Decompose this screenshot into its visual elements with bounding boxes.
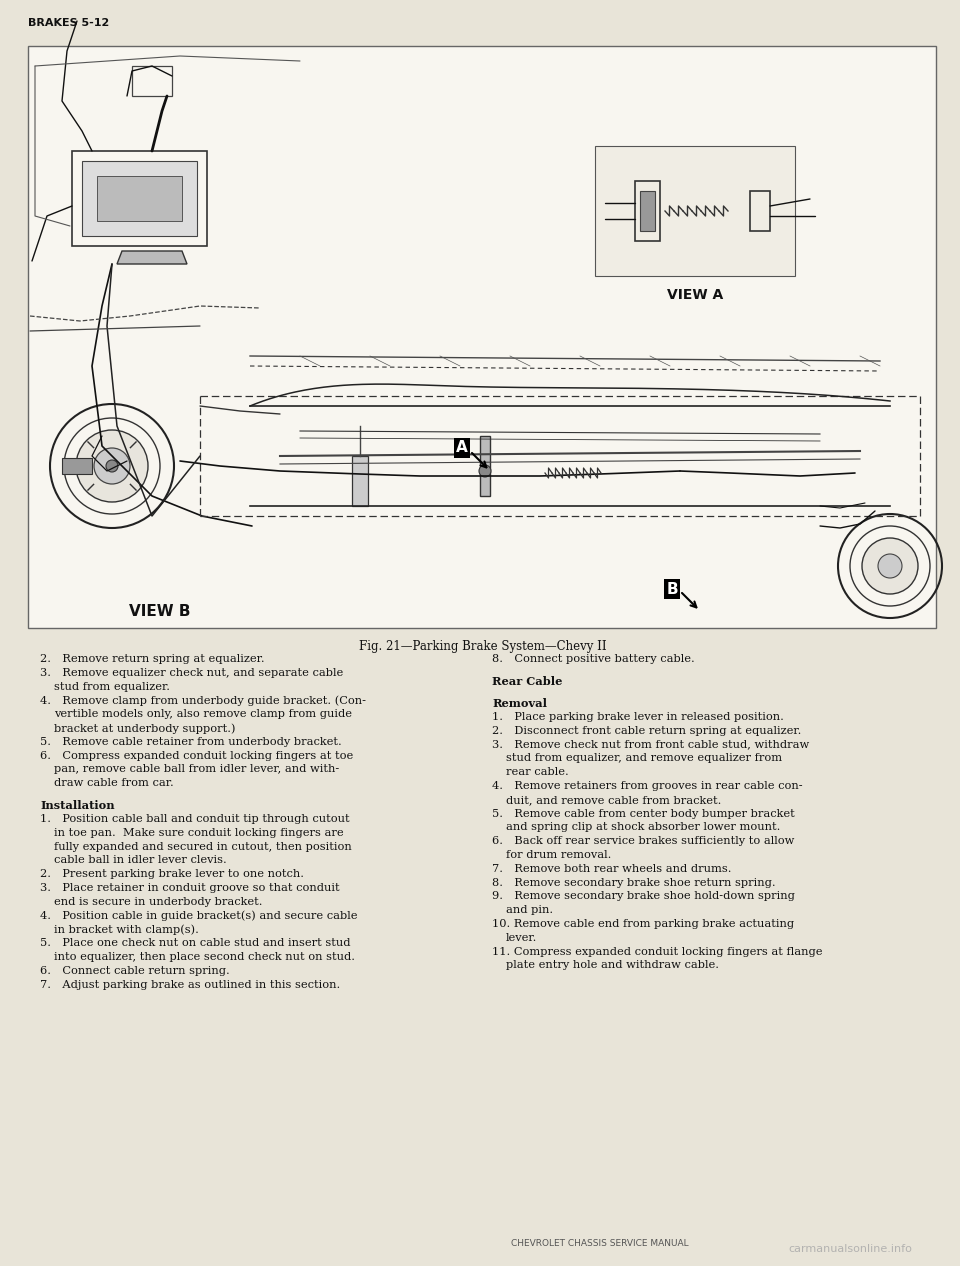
Bar — [635, 181, 660, 241]
Text: 6. Connect cable return spring.: 6. Connect cable return spring. — [40, 966, 229, 976]
Text: B: B — [666, 581, 678, 596]
Text: rear cable.: rear cable. — [506, 767, 568, 777]
Text: and spring clip at shock absorber lower mount.: and spring clip at shock absorber lower … — [506, 823, 780, 832]
Text: stud from equalizer.: stud from equalizer. — [54, 681, 170, 691]
Bar — [72, 151, 207, 246]
Text: draw cable from car.: draw cable from car. — [54, 779, 174, 789]
Text: 6. Compress expanded conduit locking fingers at toe: 6. Compress expanded conduit locking fin… — [40, 751, 353, 761]
Text: and pin.: and pin. — [506, 905, 553, 915]
Text: 3. Remove equalizer check nut, and separate cable: 3. Remove equalizer check nut, and separ… — [40, 667, 344, 677]
Circle shape — [878, 555, 902, 579]
Text: lever.: lever. — [506, 933, 538, 943]
Bar — [480, 436, 490, 496]
Text: A: A — [456, 441, 468, 456]
Bar — [750, 191, 770, 230]
Text: pan, remove cable ball from idler lever, and with-: pan, remove cable ball from idler lever,… — [54, 765, 339, 775]
Text: 2. Present parking brake lever to one notch.: 2. Present parking brake lever to one no… — [40, 870, 304, 880]
Bar — [82, 161, 197, 235]
Text: VIEW B: VIEW B — [130, 604, 191, 619]
Circle shape — [106, 460, 118, 472]
Text: 5. Remove cable retainer from underbody bracket.: 5. Remove cable retainer from underbody … — [40, 737, 342, 747]
Text: 7. Adjust parking brake as outlined in this section.: 7. Adjust parking brake as outlined in t… — [40, 980, 340, 990]
Text: 9. Remove secondary brake shoe hold-down spring: 9. Remove secondary brake shoe hold-down… — [492, 891, 795, 901]
Bar — [62, 458, 92, 473]
Text: duit, and remove cable from bracket.: duit, and remove cable from bracket. — [506, 795, 721, 805]
Text: bracket at underbody support.): bracket at underbody support.) — [54, 723, 235, 733]
Text: 8. Remove secondary brake shoe return spring.: 8. Remove secondary brake shoe return sp… — [492, 877, 776, 887]
Circle shape — [862, 538, 918, 594]
Text: 3. Remove check nut from front cable stud, withdraw: 3. Remove check nut from front cable stu… — [492, 739, 809, 749]
Text: 5. Place one check nut on cable stud and insert stud: 5. Place one check nut on cable stud and… — [40, 938, 350, 948]
Text: vertible models only, also remove clamp from guide: vertible models only, also remove clamp … — [54, 709, 352, 719]
Text: 4. Remove clamp from underbody guide bracket. (Con-: 4. Remove clamp from underbody guide bra… — [40, 695, 366, 706]
Circle shape — [479, 465, 491, 477]
Text: in bracket with clamp(s).: in bracket with clamp(s). — [54, 924, 199, 936]
Text: in toe pan.  Make sure conduit locking fingers are: in toe pan. Make sure conduit locking fi… — [54, 828, 344, 838]
Polygon shape — [117, 251, 187, 265]
Text: Installation: Installation — [40, 800, 114, 812]
Text: 4. Remove retainers from grooves in rear cable con-: 4. Remove retainers from grooves in rear… — [492, 781, 803, 791]
Text: 11. Compress expanded conduit locking fingers at flange: 11. Compress expanded conduit locking fi… — [492, 947, 823, 957]
Text: 1. Position cable ball and conduit tip through cutout: 1. Position cable ball and conduit tip t… — [40, 814, 349, 824]
Text: 2. Remove return spring at equalizer.: 2. Remove return spring at equalizer. — [40, 655, 265, 663]
Bar — [97, 176, 182, 222]
Text: 5. Remove cable from center body bumper bracket: 5. Remove cable from center body bumper … — [492, 809, 795, 819]
Text: 7. Remove both rear wheels and drums.: 7. Remove both rear wheels and drums. — [492, 863, 732, 874]
Text: BRAKES 5-12: BRAKES 5-12 — [28, 18, 109, 28]
Text: CHEVROLET CHASSIS SERVICE MANUAL: CHEVROLET CHASSIS SERVICE MANUAL — [511, 1239, 689, 1248]
Text: VIEW A: VIEW A — [667, 287, 723, 303]
Bar — [640, 191, 655, 230]
Text: 2. Disconnect front cable return spring at equalizer.: 2. Disconnect front cable return spring … — [492, 725, 802, 736]
Text: 4. Position cable in guide bracket(s) and secure cable: 4. Position cable in guide bracket(s) an… — [40, 910, 357, 922]
Text: cable ball in idler lever clevis.: cable ball in idler lever clevis. — [54, 856, 227, 866]
Text: 10. Remove cable end from parking brake actuating: 10. Remove cable end from parking brake … — [492, 919, 794, 929]
Text: end is secure in underbody bracket.: end is secure in underbody bracket. — [54, 896, 262, 906]
Circle shape — [94, 448, 130, 484]
Text: plate entry hole and withdraw cable.: plate entry hole and withdraw cable. — [506, 961, 719, 970]
Bar — [595, 146, 795, 276]
Text: 8. Connect positive battery cable.: 8. Connect positive battery cable. — [492, 655, 695, 663]
Circle shape — [76, 430, 148, 503]
Text: Fig. 21—Parking Brake System—Chevy II: Fig. 21—Parking Brake System—Chevy II — [359, 641, 607, 653]
Text: 6. Back off rear service brakes sufficiently to allow: 6. Back off rear service brakes sufficie… — [492, 836, 794, 846]
Text: for drum removal.: for drum removal. — [506, 849, 612, 860]
Text: carmanualsonline.info: carmanualsonline.info — [788, 1244, 912, 1255]
Bar — [352, 456, 368, 506]
Text: 1. Place parking brake lever in released position.: 1. Place parking brake lever in released… — [492, 711, 784, 722]
Bar — [132, 66, 172, 96]
Text: Rear Cable: Rear Cable — [492, 676, 563, 687]
Text: Removal: Removal — [492, 698, 547, 709]
Text: 3. Place retainer in conduit groove so that conduit: 3. Place retainer in conduit groove so t… — [40, 884, 340, 893]
Text: into equalizer, then place second check nut on stud.: into equalizer, then place second check … — [54, 952, 355, 962]
Text: fully expanded and secured in cutout, then position: fully expanded and secured in cutout, th… — [54, 842, 351, 852]
Bar — [28, 46, 936, 628]
Text: stud from equalizer, and remove equalizer from: stud from equalizer, and remove equalize… — [506, 753, 782, 763]
